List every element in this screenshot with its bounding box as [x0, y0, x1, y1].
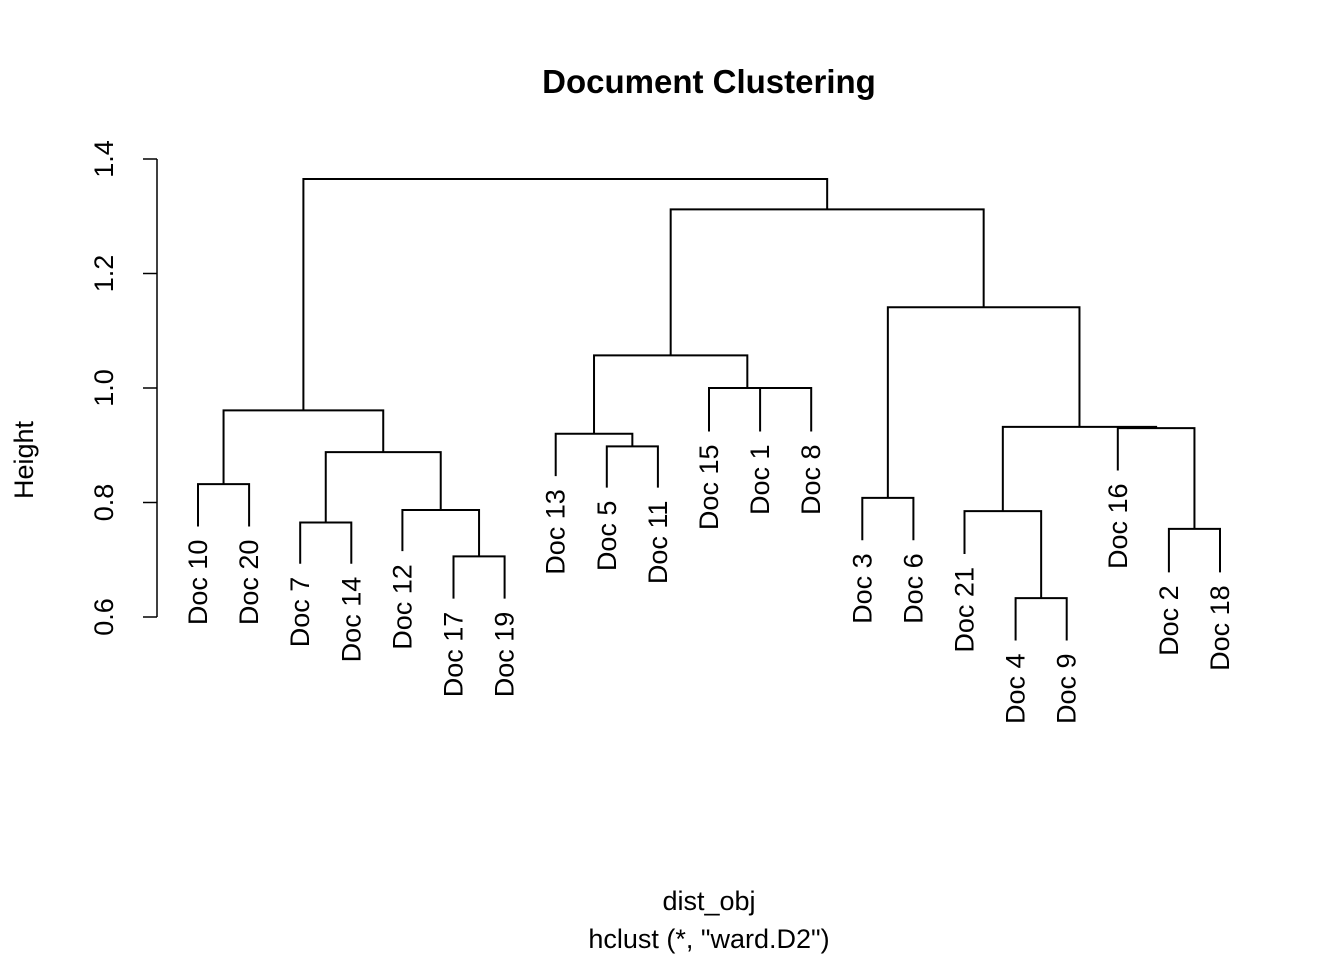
- merge-link: [1167, 527, 1221, 573]
- y-axis: 0.6 0.8 1.0 1.2 1.4: [89, 140, 158, 636]
- leaf-label: Doc 19: [490, 612, 520, 698]
- merge-link: [886, 306, 1081, 498]
- leaf-label: Doc 18: [1205, 585, 1235, 671]
- leaf-label: Doc 11: [643, 501, 673, 585]
- leaf-label: Doc 12: [387, 564, 417, 650]
- leaf-label: Doc 2: [1154, 585, 1184, 656]
- merge-link: [861, 496, 915, 541]
- merge-link: [708, 387, 786, 432]
- leaf-label: Doc 7: [285, 577, 315, 648]
- leaf-label: Doc 6: [898, 553, 928, 624]
- merge-link: [1001, 425, 1158, 512]
- leaf-label: Doc 4: [1001, 653, 1031, 724]
- leaf-label: Doc 13: [541, 489, 571, 575]
- merge-link: [669, 208, 985, 356]
- leaf-label: Doc 17: [439, 612, 469, 698]
- x-axis-label: dist_obj: [662, 886, 755, 916]
- leaf-labels: Doc 10 Doc 20 Doc 7 Doc 14 Doc 12 Doc 17 Doc 1…: [183, 445, 1235, 725]
- leaf-label: Doc 3: [847, 553, 877, 624]
- leaf-label: Doc 14: [336, 577, 366, 663]
- leaf-label: Doc 16: [1103, 483, 1133, 569]
- chart-title: Document Clustering: [542, 63, 876, 100]
- leaf-label: Doc 5: [592, 501, 622, 572]
- leaf-label: Doc 15: [694, 445, 724, 531]
- merge-link: [197, 483, 251, 527]
- leaf-label: Doc 10: [183, 540, 213, 626]
- y-tick-label: 0.6: [89, 598, 119, 636]
- merge-link: [299, 521, 353, 564]
- y-axis-label: Height: [9, 420, 39, 499]
- merge-link: [593, 354, 749, 434]
- y-tick-label: 0.8: [89, 484, 119, 522]
- leaf-label: Doc 20: [234, 540, 264, 626]
- leaf-label: Doc 8: [796, 445, 826, 516]
- y-tick-label: 1.4: [89, 140, 119, 178]
- merge-link: [554, 432, 634, 477]
- merge-link: [324, 451, 442, 523]
- leaf-label: Doc 9: [1052, 653, 1082, 724]
- leaf-label: Doc 21: [950, 567, 980, 653]
- merge-link: [401, 508, 481, 557]
- merge-link: [759, 387, 813, 432]
- merge-link: [452, 555, 506, 599]
- merge-link: [302, 178, 829, 411]
- merge-link: [605, 445, 659, 488]
- merge-link: [222, 409, 385, 485]
- merge-link: [1014, 597, 1068, 641]
- method-sublabel: hclust (*, "ward.D2"): [588, 924, 829, 954]
- leaf-label: Doc 1: [745, 445, 775, 516]
- dendrogram-tree: [197, 178, 1221, 641]
- y-tick-label: 1.0: [89, 369, 119, 407]
- y-tick-label: 1.2: [89, 255, 119, 293]
